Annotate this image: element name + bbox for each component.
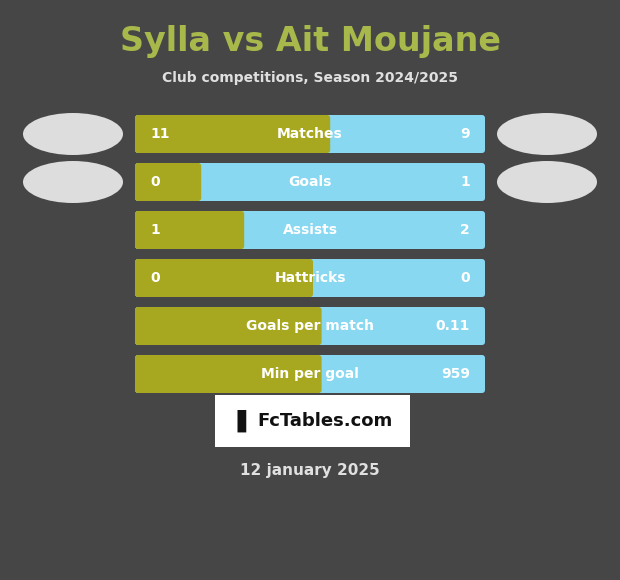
FancyBboxPatch shape bbox=[215, 395, 410, 447]
Text: ▐: ▐ bbox=[228, 410, 246, 432]
Text: Club competitions, Season 2024/2025: Club competitions, Season 2024/2025 bbox=[162, 71, 458, 85]
Text: Goals per match: Goals per match bbox=[246, 319, 374, 333]
Text: 0.11: 0.11 bbox=[436, 319, 470, 333]
Text: 0: 0 bbox=[461, 271, 470, 285]
Ellipse shape bbox=[497, 161, 597, 203]
Text: 1: 1 bbox=[460, 175, 470, 189]
FancyBboxPatch shape bbox=[135, 115, 485, 153]
Text: 2: 2 bbox=[460, 223, 470, 237]
Text: 9: 9 bbox=[461, 127, 470, 141]
FancyBboxPatch shape bbox=[135, 115, 330, 153]
Text: Hattricks: Hattricks bbox=[274, 271, 346, 285]
Text: Sylla vs Ait Moujane: Sylla vs Ait Moujane bbox=[120, 26, 500, 59]
FancyBboxPatch shape bbox=[135, 307, 485, 345]
FancyBboxPatch shape bbox=[135, 355, 485, 393]
Text: 11: 11 bbox=[150, 127, 169, 141]
Text: 1: 1 bbox=[150, 223, 160, 237]
FancyBboxPatch shape bbox=[135, 211, 244, 249]
Text: 959: 959 bbox=[441, 367, 470, 381]
Text: 0: 0 bbox=[150, 271, 159, 285]
FancyBboxPatch shape bbox=[135, 307, 322, 345]
Text: Min per goal: Min per goal bbox=[261, 367, 359, 381]
FancyBboxPatch shape bbox=[135, 163, 485, 201]
FancyBboxPatch shape bbox=[135, 259, 313, 297]
Ellipse shape bbox=[497, 113, 597, 155]
Text: FcTables.com: FcTables.com bbox=[257, 412, 392, 430]
FancyBboxPatch shape bbox=[135, 355, 322, 393]
Text: Matches: Matches bbox=[277, 127, 343, 141]
Ellipse shape bbox=[23, 161, 123, 203]
FancyBboxPatch shape bbox=[135, 163, 202, 201]
Text: Assists: Assists bbox=[283, 223, 337, 237]
Text: Goals: Goals bbox=[288, 175, 332, 189]
FancyBboxPatch shape bbox=[135, 259, 485, 297]
Text: 12 january 2025: 12 january 2025 bbox=[240, 462, 380, 477]
Ellipse shape bbox=[23, 113, 123, 155]
FancyBboxPatch shape bbox=[135, 211, 485, 249]
Text: 0: 0 bbox=[150, 175, 159, 189]
